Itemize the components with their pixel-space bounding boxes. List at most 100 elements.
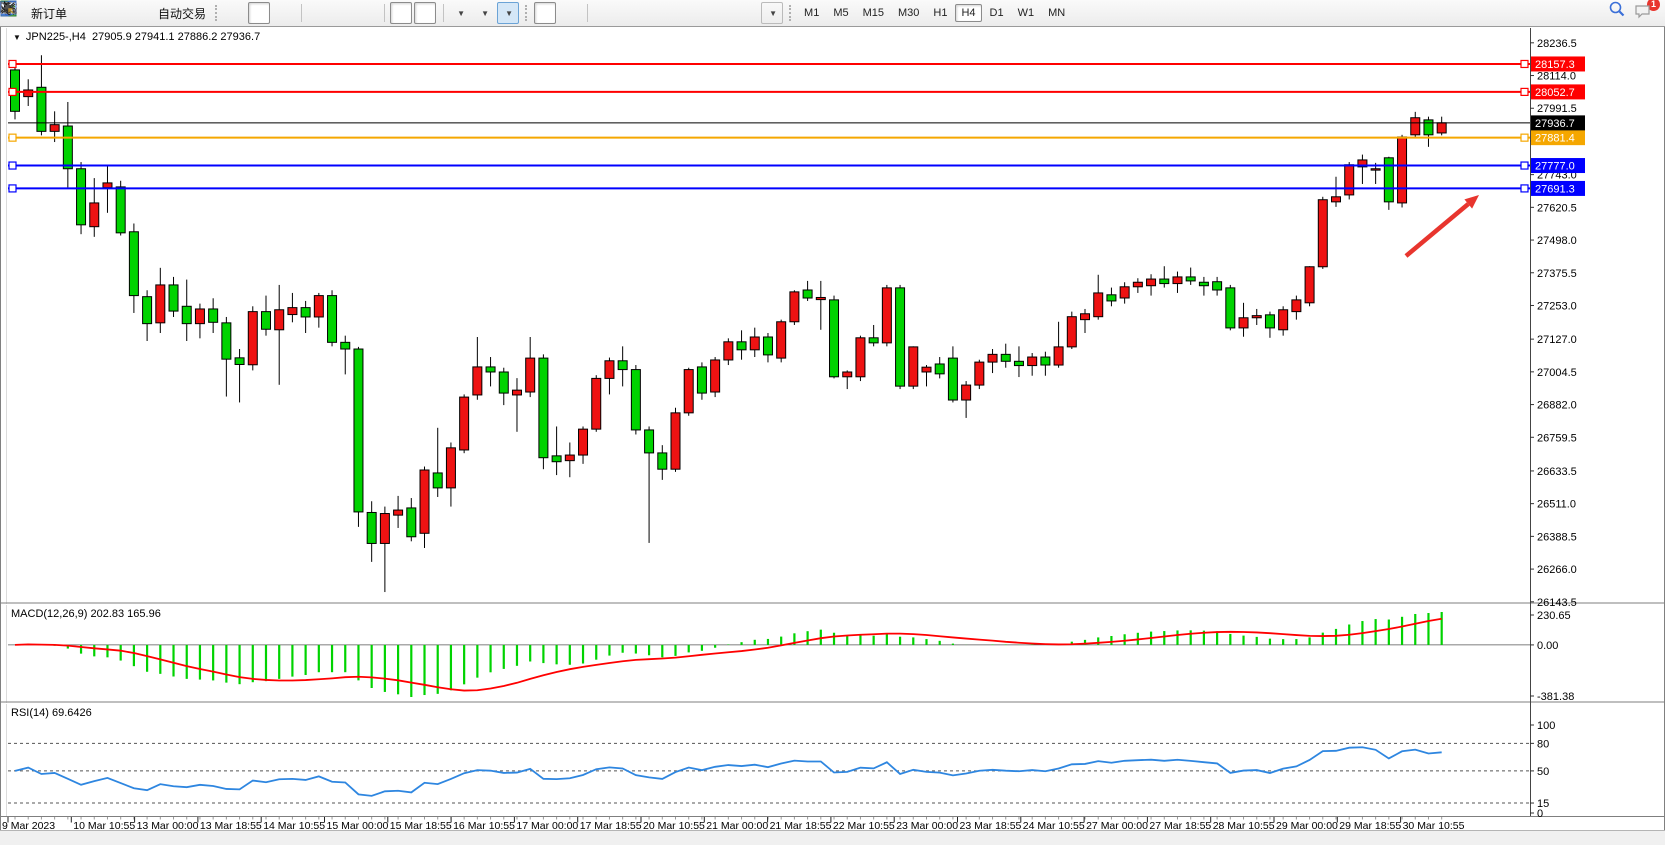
candle-body — [23, 89, 34, 98]
terminal-button[interactable] — [0, 2, 123, 24]
candle-body — [1383, 157, 1394, 203]
chart-shift-button[interactable] — [1, 2, 437, 24]
candle-body — [1304, 266, 1315, 304]
candle-body — [485, 366, 496, 373]
level-handle — [8, 133, 17, 142]
arrows-button[interactable]: ▼ — [2, 2, 784, 24]
candle-body — [445, 447, 456, 489]
cursor-button[interactable] — [4, 1, 557, 24]
level-lines[interactable] — [8, 56, 1585, 196]
horizontal-line-button[interactable] — [2, 2, 639, 24]
price-tick-label: 28114.0 — [1537, 71, 1576, 83]
price-axis[interactable] — [1530, 42, 1534, 603]
templates-button[interactable]: ▼ — [0, 1, 520, 24]
price-tick-label: 27375.5 — [1537, 268, 1577, 280]
price-tick-label: 28236.5 — [1537, 38, 1577, 50]
equidistant-channel-button[interactable]: E — [0, 1, 687, 24]
new-chart-button[interactable]: ▼ — [0, 1, 471, 24]
price-tick-label: 26143.5 — [1537, 597, 1577, 609]
candle-body — [1053, 346, 1064, 366]
candle-body — [234, 357, 245, 366]
fibonacci-button[interactable]: F — [1, 2, 711, 24]
candlestick-chart-button[interactable] — [2, 1, 271, 24]
new-order-button[interactable]: 新订单 — [25, 2, 70, 24]
svg-text:27777.0: 27777.0 — [1535, 161, 1575, 173]
candle-body — [1370, 168, 1381, 171]
auto-trading-button[interactable]: 自动交易 — [0, 2, 209, 24]
zoom-out-button[interactable] — [2, 2, 353, 24]
current-price-badge — [1531, 115, 1585, 131]
auto-scroll-button[interactable] — [1, 2, 413, 24]
svg-text:27691.3: 27691.3 — [1535, 183, 1575, 195]
svg-text:F: F — [13, 10, 17, 16]
level-price-badge — [1531, 56, 1585, 72]
text-label-button[interactable]: T — [1, 2, 759, 24]
timeframe-button-m5[interactable]: M5 — [833, 7, 849, 19]
candle-body — [961, 384, 972, 401]
timeframe-button-d1[interactable]: D1 — [989, 7, 1004, 19]
candle-body — [1159, 278, 1170, 285]
candle-body — [829, 299, 840, 378]
svg-text:28052.7: 28052.7 — [1535, 87, 1575, 99]
candle-body — [591, 377, 602, 430]
candle-body — [657, 452, 668, 470]
chart-info-line: ▼ JPN225-,H4 27905.9 27941.1 27886.2 2793… — [13, 31, 260, 43]
trendline-button[interactable] — [1, 2, 663, 24]
timeframe-button-h4[interactable]: H4 — [955, 4, 982, 22]
time-tick-label: 15 Mar 00:00 — [327, 820, 389, 832]
timeframe-toolbar: M1 M5 M15 M30 H1 H4 D1 W1 MN — [797, 4, 1072, 22]
line-chart-button[interactable] — [1, 2, 294, 24]
candle-body — [895, 287, 906, 387]
rsi-value: 69.6426 — [51, 707, 92, 719]
timeframe-button-m15[interactable]: M15 — [862, 7, 884, 19]
candle-body — [670, 412, 681, 470]
timeframe-button-m30[interactable]: M30 — [898, 7, 920, 19]
bar-chart-button[interactable] — [1, 2, 246, 24]
time-tick-label: 29 Mar 18:55 — [1339, 820, 1401, 832]
price-tick-label: 27253.0 — [1537, 300, 1577, 312]
price-tick-label: 26388.5 — [1537, 531, 1577, 543]
candle-body — [366, 511, 377, 544]
candle-body — [736, 341, 747, 351]
rsi-scale-label: 0 — [1537, 808, 1543, 820]
auto-trading-label: 自动交易 — [158, 6, 207, 21]
candle-body — [987, 353, 998, 363]
candle-body — [538, 357, 549, 459]
candle-body — [723, 341, 734, 361]
price-tick-label: 26633.5 — [1537, 466, 1577, 478]
timeframe-button-m1[interactable]: M1 — [804, 7, 820, 19]
price-tick-label: 27004.5 — [1537, 367, 1577, 379]
notifications-button[interactable]: 1 — [1633, 0, 1660, 24]
candle-body — [1185, 276, 1196, 282]
annotation-arrow[interactable] — [1404, 195, 1479, 258]
time-axis[interactable] — [7, 817, 1443, 823]
timeframe-button-h1[interactable]: H1 — [933, 7, 948, 19]
symbol-dropdown-icon[interactable]: ▼ — [13, 33, 21, 42]
time-tick-label: 29 Mar 00:00 — [1276, 820, 1338, 832]
candle-body — [406, 507, 417, 538]
crosshair-button[interactable] — [2, 2, 580, 24]
timeframe-button-w1[interactable]: W1 — [1017, 7, 1035, 19]
candle-body — [419, 469, 430, 534]
text-button[interactable]: A — [3, 2, 735, 24]
vertical-line-button[interactable] — [6, 2, 615, 24]
time-tick-label: 13 Mar 18:55 — [200, 820, 262, 832]
periods-button[interactable]: ▼ — [1, 1, 495, 24]
candle-body — [62, 125, 73, 170]
market-watch-button[interactable] — [0, 0, 99, 24]
tile-windows-button[interactable] — [0, 0, 377, 24]
candle-body — [789, 291, 800, 323]
level-handle — [1520, 59, 1529, 69]
community-button[interactable] — [1, 1, 147, 24]
price-tick-label: 27620.5 — [1537, 202, 1577, 214]
price-tick-label: 27991.5 — [1537, 103, 1577, 115]
timeframe-button-mn[interactable]: MN — [1048, 7, 1066, 19]
time-tick-label: 23 Mar 00:00 — [896, 820, 958, 832]
candle-body — [1278, 309, 1289, 331]
candle-body — [1251, 315, 1262, 319]
search-button[interactable] — [1609, 1, 1631, 24]
candle-body — [49, 124, 60, 132]
dropdown-caret: ▼ — [481, 8, 489, 18]
zoom-in-button[interactable] — [2, 2, 329, 24]
